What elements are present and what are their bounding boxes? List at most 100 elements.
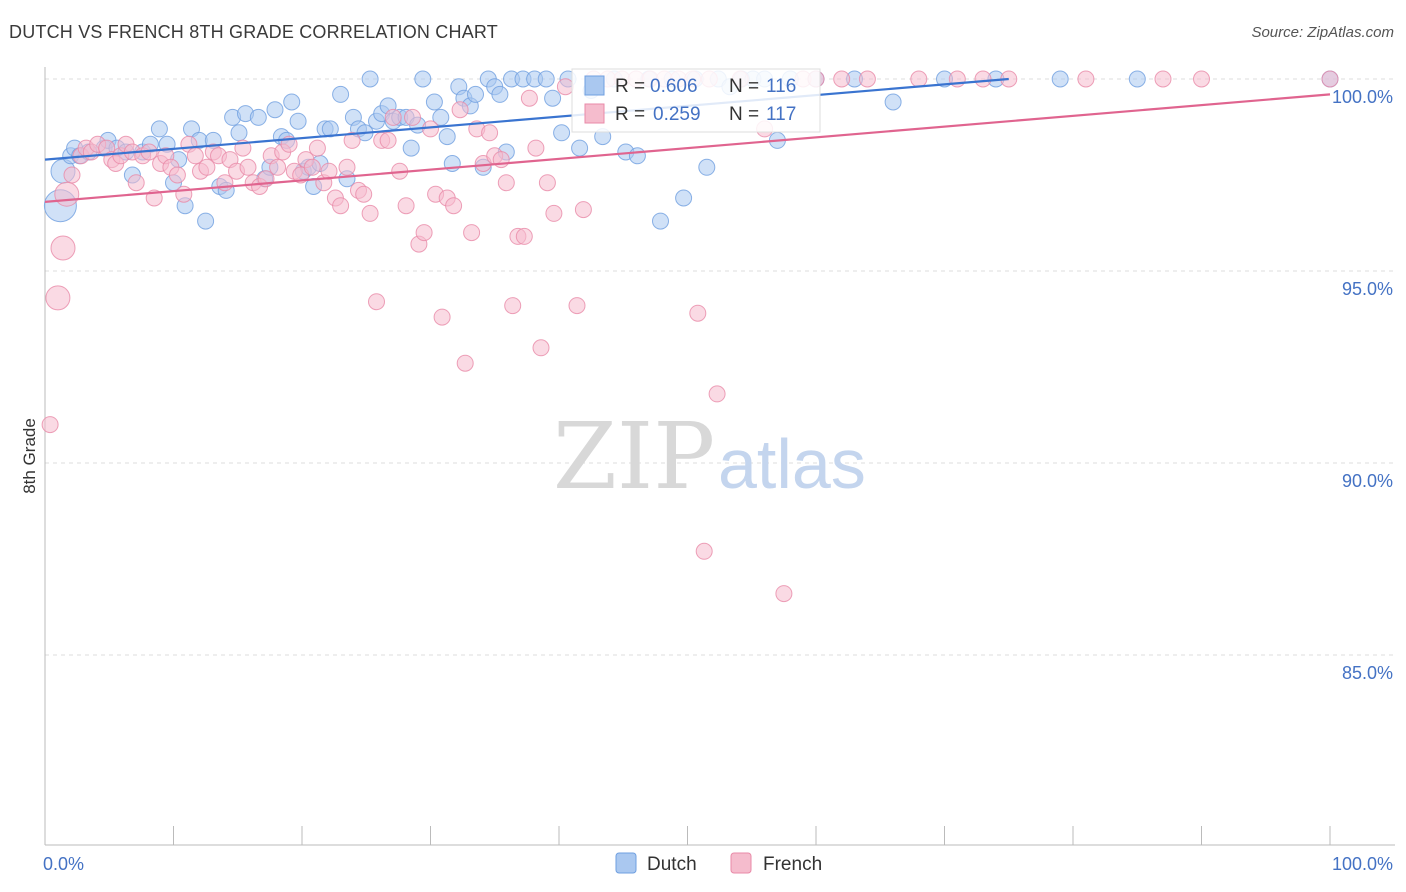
stats-legend: R = 0.606 N = 116 R = 0.259 N = 117	[571, 68, 821, 133]
french-point-104	[775, 585, 793, 603]
y-tick-label-3: 85.0%	[1342, 663, 1393, 683]
french-point-34	[239, 158, 257, 176]
y-tick-label-2: 90.0%	[1342, 471, 1393, 491]
dutch-point-81	[628, 147, 646, 165]
dutch-point-55	[414, 70, 432, 88]
dutch-point-73	[544, 89, 562, 107]
french-point-69	[445, 197, 463, 215]
french-point-51	[338, 158, 356, 176]
dutch-r-label: R =	[615, 76, 645, 97]
french-point-85	[538, 174, 556, 192]
dutch-point-33	[283, 93, 301, 111]
dutch-point-83	[652, 212, 669, 230]
french-point-22	[168, 166, 186, 184]
french-point-81	[515, 227, 533, 245]
french-point-89	[574, 201, 592, 219]
dutch-r-value: 0.606	[650, 76, 698, 97]
series-legend: Dutch French	[615, 852, 822, 875]
french-trend-line	[44, 93, 1331, 203]
dutch-point-57	[432, 108, 450, 126]
watermark-zip: ZIP	[553, 403, 715, 510]
french-point-67	[433, 308, 451, 326]
dutch-point-40	[321, 120, 339, 138]
dutch-point-76	[571, 139, 589, 157]
french-point-71	[456, 354, 474, 372]
y-tick-label-1: 95.0%	[1342, 279, 1393, 299]
french-point-23	[175, 185, 193, 203]
legend-dutch-icon	[615, 852, 637, 874]
french-point-0	[41, 416, 59, 434]
dutch-point-53	[402, 139, 420, 157]
y-tick-label-0: 100.0%	[1332, 87, 1393, 107]
dutch-point-13	[150, 120, 168, 138]
dutch-point-67	[491, 85, 509, 103]
x-tick-label-0: 0.0%	[43, 854, 84, 874]
french-point-4	[63, 166, 81, 184]
dutch-point-63	[467, 85, 484, 103]
dutch-point-56	[425, 93, 443, 111]
dutch-point-27	[249, 108, 267, 126]
legend-french-icon	[730, 852, 752, 874]
french-point-86	[545, 204, 563, 222]
french-point-27	[198, 158, 216, 176]
french-point-111	[974, 70, 992, 88]
french-r-value: 0.259	[653, 104, 701, 125]
french-point-98	[689, 304, 707, 322]
dutch-point-97	[884, 93, 902, 111]
axes	[44, 67, 1395, 846]
french-point-113	[1077, 70, 1095, 88]
french-point-59	[384, 108, 402, 126]
french-point-87	[556, 78, 574, 96]
french-point-108	[858, 70, 876, 88]
french-point-75	[481, 124, 499, 142]
dutch-point-46	[361, 70, 379, 88]
french-point-58	[379, 131, 397, 149]
series-french	[41, 70, 1339, 603]
french-point-109	[910, 70, 928, 88]
legend-french-label: French	[763, 854, 822, 875]
french-point-39	[269, 158, 287, 176]
dutch-point-74	[553, 124, 571, 142]
french-point-116	[1321, 70, 1339, 88]
french-point-1	[45, 285, 71, 311]
french-n-value: 117	[766, 104, 796, 125]
french-point-61	[397, 197, 415, 215]
dutch-point-85	[675, 189, 693, 207]
french-point-83	[527, 139, 545, 157]
french-point-15	[127, 174, 145, 192]
dutch-swatch-icon	[584, 75, 605, 96]
dutch-point-58	[438, 128, 456, 146]
french-point-84	[532, 339, 550, 357]
dutch-n-value: 116	[766, 76, 796, 97]
french-swatch-icon	[584, 103, 605, 124]
dutch-point-101	[1128, 70, 1146, 88]
french-point-54	[355, 185, 373, 203]
french-point-56	[368, 293, 385, 311]
dutch-point-100	[1051, 70, 1069, 88]
french-point-52	[343, 131, 361, 149]
x-tick-label-1: 100.0%	[1332, 854, 1393, 874]
data-points	[41, 70, 1339, 603]
french-point-115	[1193, 70, 1210, 88]
tick-labels: 100.0% 95.0% 90.0% 85.0% 0.0% 100.0%	[43, 87, 1393, 874]
dutch-point-41	[332, 85, 350, 103]
french-r-label: R =	[615, 104, 645, 125]
french-point-3	[54, 181, 80, 207]
dutch-point-20	[197, 212, 215, 230]
stats-legend-box	[571, 68, 821, 133]
french-point-64	[415, 224, 433, 242]
french-point-62	[404, 108, 421, 126]
dutch-n-label: N =	[729, 76, 759, 97]
french-point-46	[308, 139, 326, 157]
french-n-label: N =	[729, 104, 759, 125]
y-axis-title: 8th Grade	[20, 418, 39, 494]
french-point-78	[497, 174, 515, 192]
watermark-atlas: atlas	[718, 425, 866, 503]
french-point-114	[1154, 70, 1172, 88]
french-point-55	[361, 204, 379, 222]
french-point-72	[463, 224, 481, 242]
dutch-point-34	[289, 112, 307, 130]
french-point-88	[568, 297, 586, 315]
dutch-point-30	[266, 101, 284, 119]
